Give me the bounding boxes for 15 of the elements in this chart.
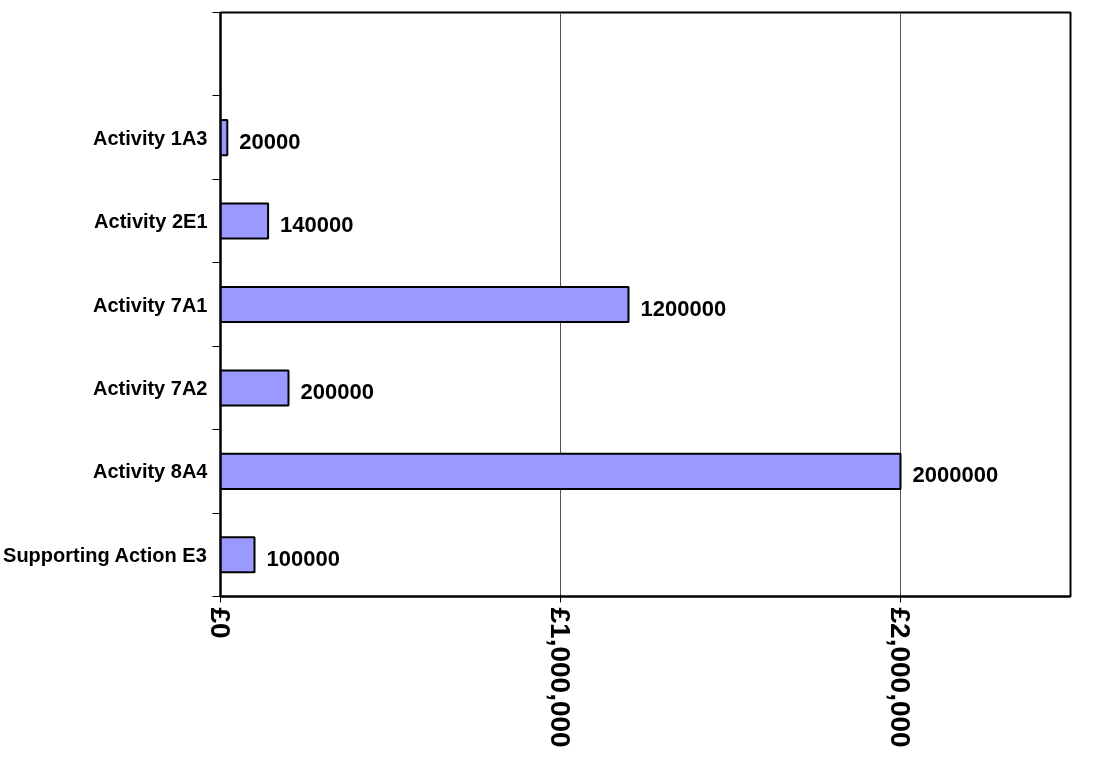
y-tick-label: Activity 8A4 [93,460,209,483]
data-label: 1200000 [640,295,727,321]
y-tick-label: Activity 7A1 [93,293,208,316]
x-tick-label: £0 [205,607,236,639]
y-tick-label: Activity 7A2 [93,376,208,399]
x-tick-label: £1,000,000 [545,607,576,748]
x-tick-label: £2,000,000 [885,607,916,748]
data-label: 2000000 [912,462,999,488]
y-tick-label: Supporting Action E3 [3,543,207,566]
data-label: 100000 [266,545,340,571]
y-tick-label: Activity 2E1 [94,210,208,233]
data-label: 140000 [280,212,354,238]
data-label: 200000 [300,378,374,404]
y-tick-label: Activity 1A3 [93,126,208,149]
data-label: 20000 [239,128,301,154]
